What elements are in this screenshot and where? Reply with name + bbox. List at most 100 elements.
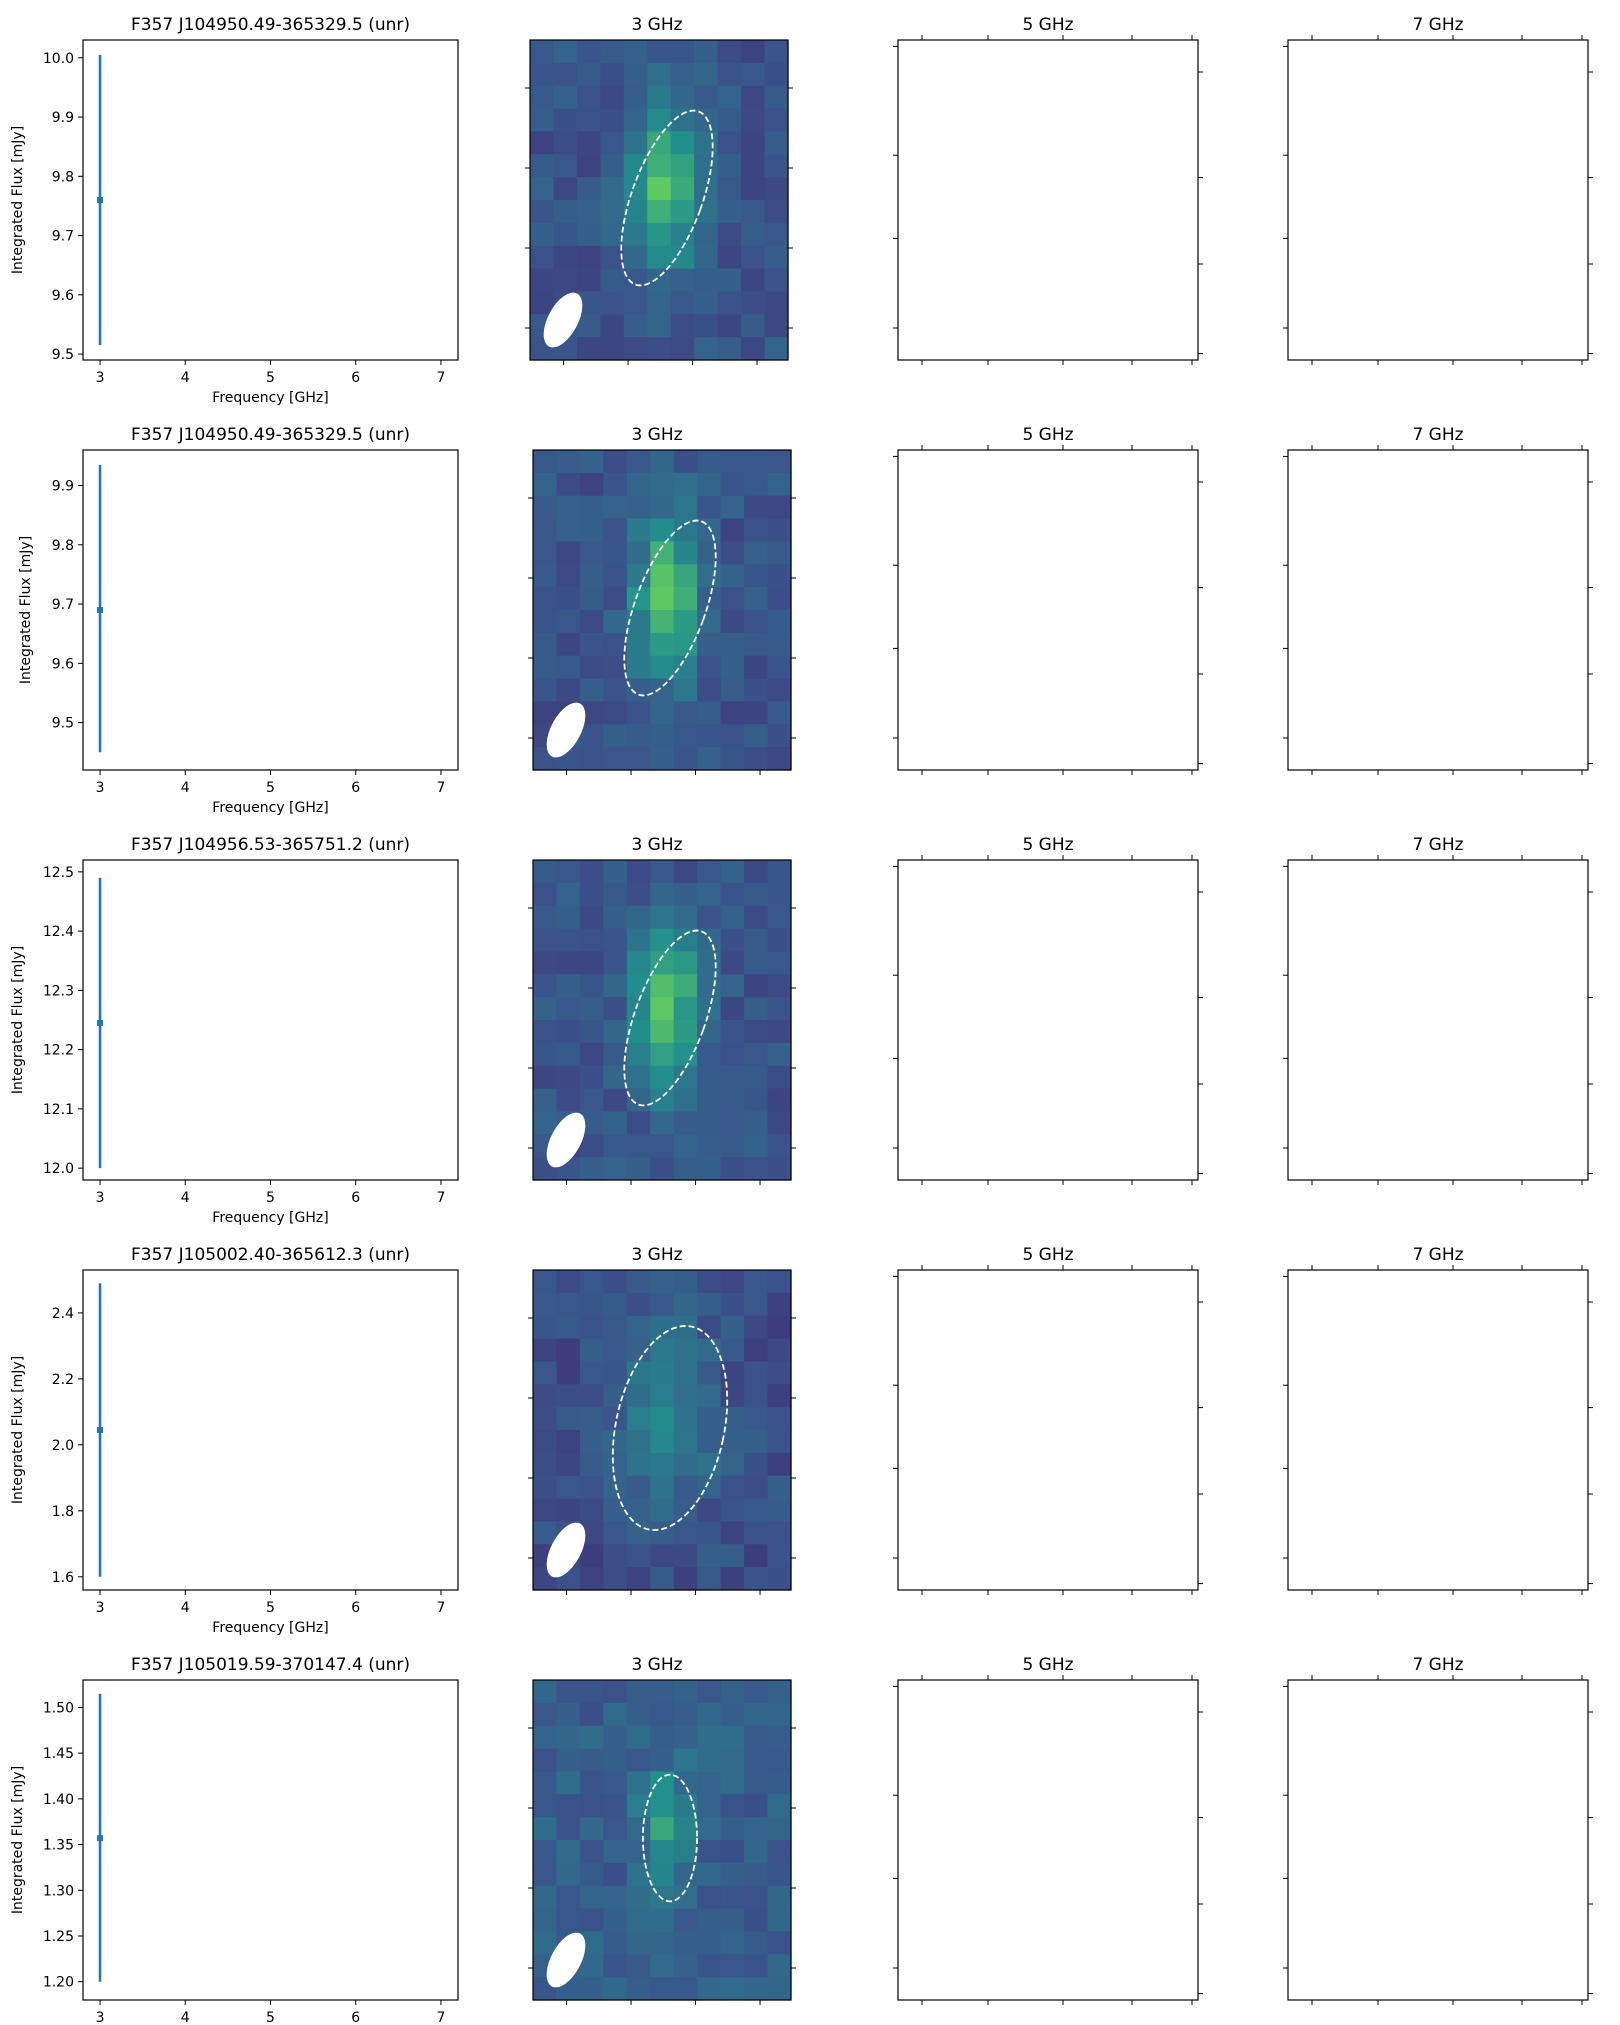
image-pixel	[697, 1157, 722, 1181]
image-pixel	[767, 1292, 792, 1317]
x-tick-label: 5	[266, 1600, 275, 1616]
image-pixel	[717, 200, 742, 224]
image-pixel	[603, 1452, 628, 1477]
image-pixel	[767, 1134, 792, 1158]
image-pixel	[533, 518, 558, 543]
image-pixel	[673, 587, 698, 611]
image-pixel	[697, 1908, 722, 1933]
image-pixel	[670, 314, 695, 338]
image-pixel	[626, 1157, 651, 1181]
image-pixel	[530, 62, 555, 87]
image-pixel	[764, 337, 789, 361]
image-pixel	[553, 200, 578, 224]
image-pixel	[673, 1430, 698, 1454]
image-pixel	[697, 632, 722, 657]
image-pixel	[600, 222, 625, 247]
x-tick-label: 6	[351, 370, 360, 386]
image-pixel	[673, 678, 698, 703]
image-pixel	[720, 997, 745, 1021]
image-pixel	[673, 905, 698, 930]
image-pixel	[626, 1794, 651, 1818]
image-pixel	[533, 1315, 558, 1340]
spectrum-axes-frame	[82, 39, 459, 361]
x-axis-label: Frequency [GHz]	[212, 1620, 328, 1636]
image-pixel	[741, 108, 766, 133]
image-pixel	[697, 1088, 722, 1113]
image-pixel	[720, 1567, 745, 1591]
image-pixel	[767, 1748, 792, 1773]
image-pixel	[579, 951, 604, 975]
y-tick-label: 12.2	[43, 1043, 74, 1059]
image-pixel	[650, 610, 675, 634]
image-pixel	[650, 882, 675, 907]
image-pixel	[697, 1771, 722, 1795]
image-pixel	[579, 1817, 604, 1841]
x-tick-label: 6	[351, 2010, 360, 2025]
y-tick-label: 9.5	[52, 347, 74, 363]
image-pixel	[717, 222, 742, 247]
image-pixel	[697, 1134, 722, 1158]
image-pixel	[744, 1817, 769, 1841]
y-tick-label: 1.30	[43, 1883, 74, 1899]
image-pixel	[626, 1680, 651, 1704]
image-pixel	[697, 1977, 722, 2001]
x-tick-label: 6	[351, 780, 360, 796]
image-pixel	[576, 337, 601, 361]
image-pixel	[533, 1065, 558, 1090]
image-pixel	[697, 1042, 722, 1067]
image-pixel	[720, 1384, 745, 1408]
image-pixel	[553, 222, 578, 247]
image-pixel	[764, 291, 789, 315]
image-pixel	[697, 1065, 722, 1090]
image-pixel	[603, 1042, 628, 1067]
image-pixel	[650, 541, 675, 565]
image-pixel	[720, 1452, 745, 1477]
image-pixel	[767, 1020, 792, 1044]
image-pixel	[626, 928, 651, 953]
image-pixel	[603, 1088, 628, 1113]
image-pixel	[650, 632, 675, 657]
image-pixel	[530, 85, 555, 110]
image-pixel	[626, 495, 651, 520]
image-pixel	[650, 1498, 675, 1523]
image-pixel	[720, 974, 745, 998]
image-pixel	[556, 1020, 581, 1044]
image-pixel	[647, 268, 672, 293]
y-axis-label: Integrated Flux [mJy]	[10, 1356, 26, 1504]
image-pixel	[744, 1315, 769, 1340]
image-pixel	[626, 518, 651, 543]
image-pixel	[626, 1111, 651, 1135]
image-pixel	[603, 1065, 628, 1090]
image-pixel	[767, 905, 792, 930]
image-pixel	[556, 587, 581, 611]
image-pixel	[744, 747, 769, 771]
image-pixel	[533, 472, 558, 497]
image-pixel	[673, 1567, 698, 1591]
image-pixel	[744, 1157, 769, 1181]
image-pixel	[530, 268, 555, 293]
image-pixel	[533, 1794, 558, 1818]
image-pixel	[603, 1498, 628, 1523]
image-pixel	[764, 268, 789, 293]
image-pixel	[764, 200, 789, 224]
image-pixel	[767, 1702, 792, 1727]
image-pixel	[767, 1567, 792, 1591]
image-pixel	[650, 701, 675, 725]
image-pixel	[767, 997, 792, 1021]
image-pixel	[533, 655, 558, 680]
image-pixel	[744, 905, 769, 930]
image-pixel	[717, 314, 742, 338]
empty-axes-frame	[1287, 859, 1589, 1181]
image-pixel	[697, 1292, 722, 1317]
image-pixel	[603, 974, 628, 998]
image-pixel	[600, 154, 625, 178]
image-pixel	[670, 245, 695, 270]
image-pixel	[767, 974, 792, 998]
empty-axes-frame	[1287, 1679, 1589, 2001]
image-pixel	[697, 1498, 722, 1523]
image-pixel	[530, 108, 555, 133]
image-pixel	[650, 1954, 675, 1978]
empty-axes-frame	[897, 1679, 1199, 2001]
image-panel-title: 7 GHz	[1412, 835, 1463, 855]
